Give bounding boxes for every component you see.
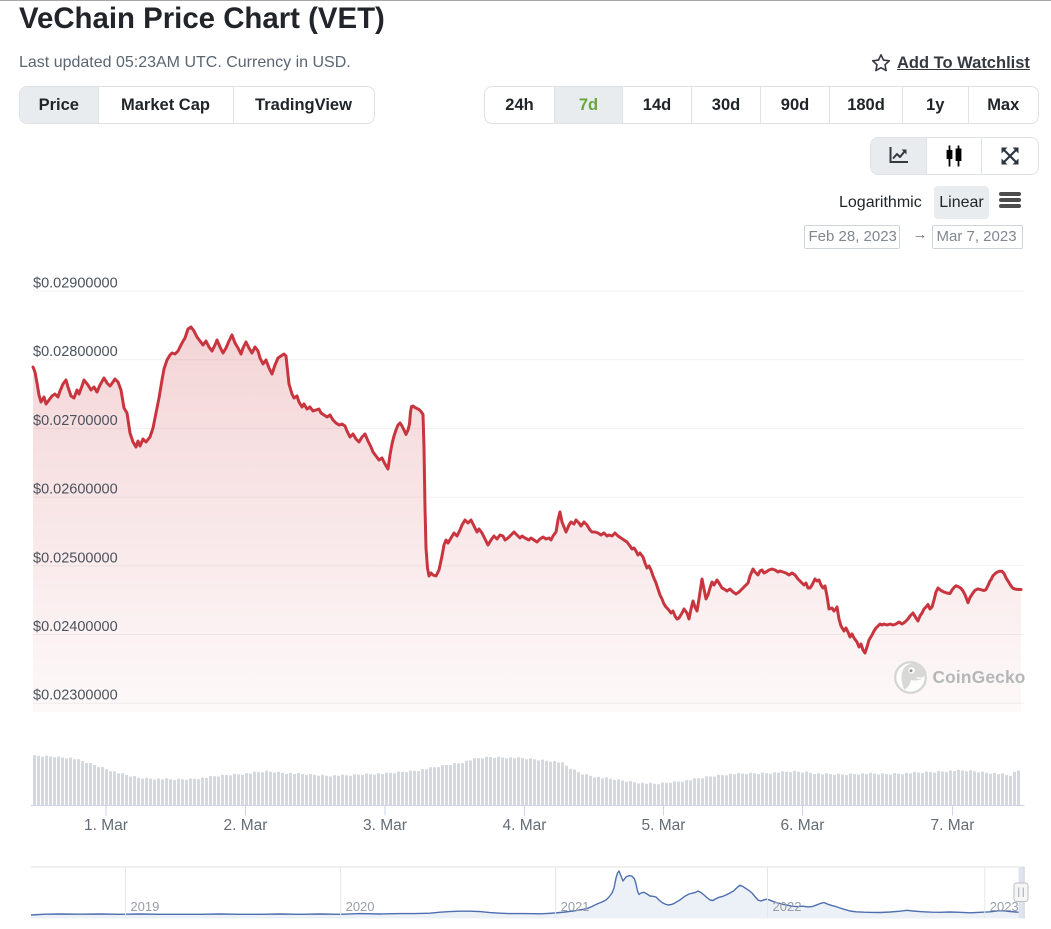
svg-text:2022: 2022 bbox=[773, 899, 802, 914]
svg-text:$0.02300000: $0.02300000 bbox=[33, 688, 118, 704]
svg-text:7. Mar: 7. Mar bbox=[931, 817, 975, 834]
svg-text:2. Mar: 2. Mar bbox=[224, 817, 268, 834]
svg-text:2023: 2023 bbox=[990, 899, 1019, 914]
svg-text:3. Mar: 3. Mar bbox=[363, 817, 407, 834]
svg-text:2019: 2019 bbox=[130, 899, 159, 914]
svg-text:2021: 2021 bbox=[561, 899, 590, 914]
svg-text:2020: 2020 bbox=[346, 899, 375, 914]
svg-text:$0.02600000: $0.02600000 bbox=[33, 482, 118, 498]
svg-text:$0.02500000: $0.02500000 bbox=[33, 550, 118, 566]
svg-text:$0.02800000: $0.02800000 bbox=[33, 344, 118, 360]
svg-text:5. Mar: 5. Mar bbox=[642, 817, 686, 834]
svg-text:$0.02900000: $0.02900000 bbox=[33, 276, 118, 292]
svg-text:1. Mar: 1. Mar bbox=[84, 817, 128, 834]
svg-text:6. Mar: 6. Mar bbox=[781, 817, 825, 834]
svg-text:$0.02400000: $0.02400000 bbox=[33, 619, 118, 635]
svg-text:$0.02700000: $0.02700000 bbox=[33, 413, 118, 429]
svg-text:4. Mar: 4. Mar bbox=[503, 817, 547, 834]
svg-text:CoinGecko: CoinGecko bbox=[933, 667, 1026, 687]
